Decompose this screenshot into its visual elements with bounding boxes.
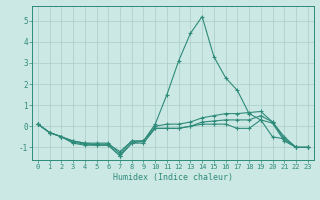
X-axis label: Humidex (Indice chaleur): Humidex (Indice chaleur) — [113, 173, 233, 182]
